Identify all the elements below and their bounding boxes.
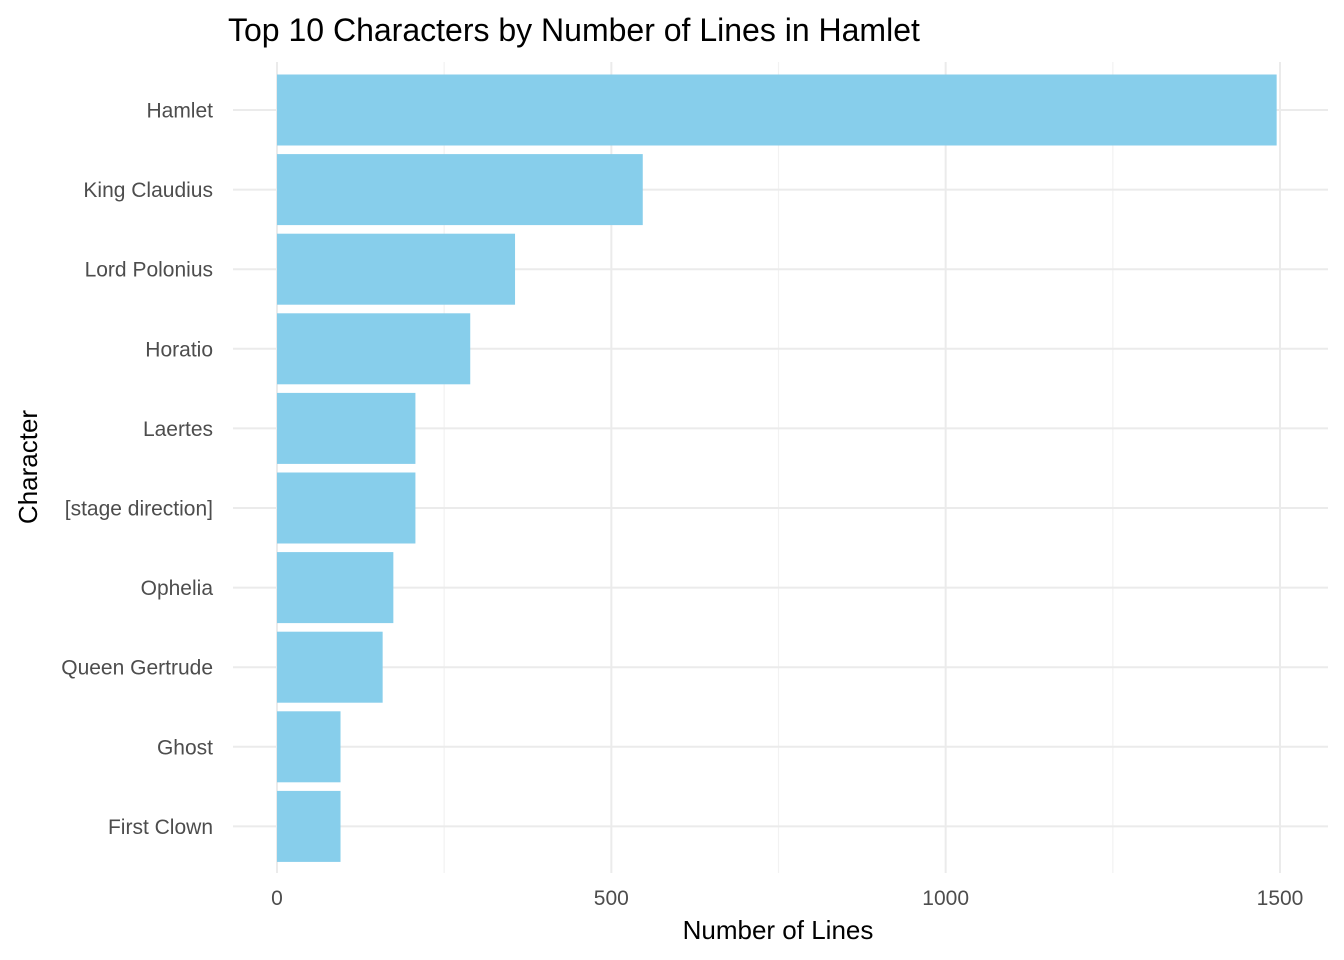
y-tick-label: Horatio: [145, 338, 213, 361]
bar: [277, 392, 416, 464]
y-tick-label: King Claudius: [83, 179, 213, 202]
y-axis-title: Character: [13, 410, 43, 524]
y-tick-label: Ghost: [157, 736, 213, 759]
y-tick-label: Ophelia: [141, 577, 214, 600]
bar: [277, 552, 394, 624]
bar: [277, 711, 341, 783]
bar: [277, 154, 643, 226]
x-tick-labels: 0 500 1000 1500: [271, 887, 1303, 910]
y-tick-labels: Hamlet King Claudius Lord Polonius Horatio L…: [61, 100, 213, 839]
x-tick-label: 1000: [922, 887, 969, 910]
bar: [277, 631, 383, 703]
y-tick-label: Laertes: [143, 418, 213, 441]
y-tick-label: Hamlet: [146, 100, 213, 123]
y-tick-label: Queen Gertrude: [61, 657, 213, 680]
x-tick-label: 500: [594, 887, 629, 910]
bar: [277, 313, 471, 385]
bar: [277, 74, 1277, 146]
bar: [277, 472, 416, 544]
x-axis-title: Number of Lines: [683, 915, 874, 945]
bar: [277, 233, 516, 305]
y-tick-label: First Clown: [108, 816, 213, 839]
bars: [277, 74, 1277, 862]
x-tick-label: 0: [271, 887, 283, 910]
y-tick-label: [stage direction]: [65, 498, 213, 521]
y-tick-label: Lord Polonius: [85, 259, 213, 282]
x-tick-label: 1500: [1257, 887, 1304, 910]
chart-title: Top 10 Characters by Number of Lines in …: [228, 12, 920, 48]
bar: [277, 790, 341, 862]
